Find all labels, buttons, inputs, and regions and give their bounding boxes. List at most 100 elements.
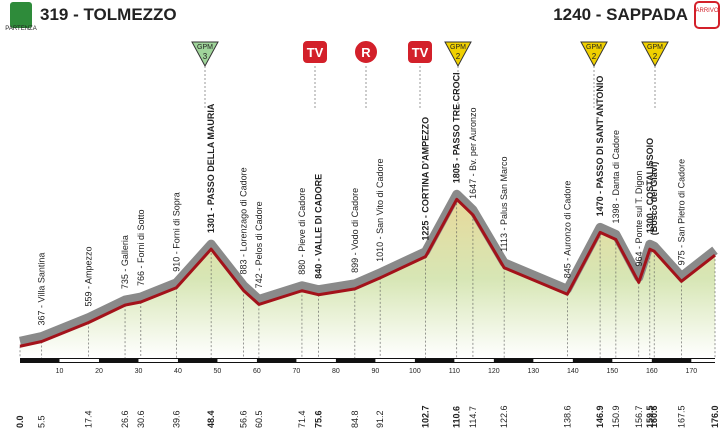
km-label: 167.5 [676,405,686,428]
tv-icon [301,39,329,65]
r-text: R [361,45,371,60]
gpm-sub: 3 [203,52,208,61]
scale-bar [20,358,715,363]
x-tick-label: 10 [56,368,64,375]
km-label: 156.7 [634,405,644,428]
scale-segment [138,359,178,362]
waypoint-label: 883 - Lorenzago di Cadore [239,167,249,274]
waypoint-label: 1225 - CORTINA D'AMPEZZO [421,117,431,241]
gpm-icon [580,41,608,68]
gpm-text: GPM [197,44,213,51]
x-tick-label: 30 [135,368,143,375]
tv-icon [406,39,434,65]
x-tick-label: 120 [488,368,500,375]
x-tick-label: 140 [567,368,579,375]
profile-area [20,199,715,358]
x-tick-label: 110 [449,368,460,375]
km-label: 84.8 [350,410,360,428]
km-label: 159.5 [645,405,655,428]
waypoint-label: 1470 - PASSO DI SANT'ANTONIO [595,76,605,217]
waypoint-label: 910 - Forni di Sopra [171,192,181,272]
waypoint-label: 880 - Pieve di Cadore [297,188,307,275]
x-tick-label: 40 [174,368,182,375]
start-badge: PARTENZA [5,26,36,32]
waypoint-label: 1113 - Palus San Marco [499,156,509,251]
waypoint-label: 1805 - PASSO TRE CROCI [452,72,462,183]
km-label: 122.6 [499,405,509,428]
km-label: 17.4 [84,410,94,428]
r-icon [353,39,379,65]
tv-text: TV [412,45,429,60]
km-label: 5.5 [37,415,47,428]
scale-segment [533,359,573,362]
scale-segment [217,359,257,362]
km-label: 39.6 [171,410,181,428]
finish-icon [694,1,720,29]
gpm-text: GPM [647,44,663,51]
scale-segment [454,359,494,362]
scale-segment [375,359,415,362]
x-tick-label: 170 [685,368,697,375]
x-tick-label: 80 [332,368,340,375]
tv-text: TV [307,45,324,60]
waypoint-label: 964 - Ponte sul T. Digon [634,171,644,267]
waypoint-label: 1300 - COSTALISSOIO [645,138,655,233]
km-label: 102.7 [421,405,431,428]
ridge [19,189,718,346]
waypoint-label: 735 - Galleria [120,235,130,289]
waypoint-label: 845 - Auronzo di Cadore [562,181,572,279]
waypoint-label: 899 - Vodo di Cadore [350,188,360,273]
gpm-sub: 2 [592,52,597,61]
km-label: 91.2 [375,410,385,428]
scale-segment [612,359,652,362]
scale-segment [296,359,336,362]
km-label: 30.6 [136,410,146,428]
x-tick-label: 130 [528,368,540,375]
km-label: 48.4 [206,410,216,428]
waypoint-label: 1010 - San Vito di Cadore [375,158,385,261]
scale-segment [59,359,99,362]
gpm-icon [641,41,669,68]
km-label: 146.9 [595,405,605,428]
waypoint-label: 1301 - PASSO DELLA MAURIA [206,103,216,233]
km-label: 71.4 [297,410,307,428]
x-tick-label: 20 [95,368,103,375]
waypoint-label: 742 - Pelos di Cadore [254,201,264,288]
waypoint-label: 1647 - Bv. per Auronzo [468,108,478,199]
km-label: 110.6 [452,406,462,428]
km-label: 26.6 [120,410,130,428]
gpm-sub: 2 [653,52,658,61]
gpm-sub: 2 [456,52,461,61]
waypoint-label: (Bosco dei Giavi) [649,162,659,236]
profile-line [19,197,716,348]
gpm-text: GPM [586,44,602,51]
x-tick-label: 70 [293,368,301,375]
gpm-icon [444,41,472,68]
waypoint-label: 975 - San Pietro di Cadore [676,159,686,266]
waypoint-label: 840 - VALLE DI CADORE [314,174,324,279]
x-tick-label: 90 [371,368,379,375]
km-label: 56.6 [239,410,249,428]
x-tick-label: 60 [253,368,261,375]
waypoint-label: 559 - Ampezzo [84,246,94,306]
km-label: 176.0 [710,405,720,428]
km-label: 150.9 [611,405,621,428]
start-title: 319 - TOLMEZZO [40,5,177,24]
x-tick-label: 150 [606,368,618,375]
scale-segment [691,359,728,362]
start-icon [10,2,32,28]
x-tick-label: 160 [646,368,658,375]
finish-badge: ARRIVO [695,8,718,14]
km-label: 114.7 [468,406,478,428]
km-label: 60.5 [254,410,264,428]
gpm-icon [191,41,219,68]
km-label: 0.0 [15,415,25,428]
x-tick-label: 100 [409,368,421,375]
gpm-text: GPM [450,44,466,51]
waypoint-label: 766 - Forni di Sotto [136,209,146,286]
waypoint-label: 1398 - Danta di Cadore [611,130,621,224]
waypoint-label: 367 - Villa Santina [37,253,47,326]
km-label: 75.6 [314,410,324,428]
